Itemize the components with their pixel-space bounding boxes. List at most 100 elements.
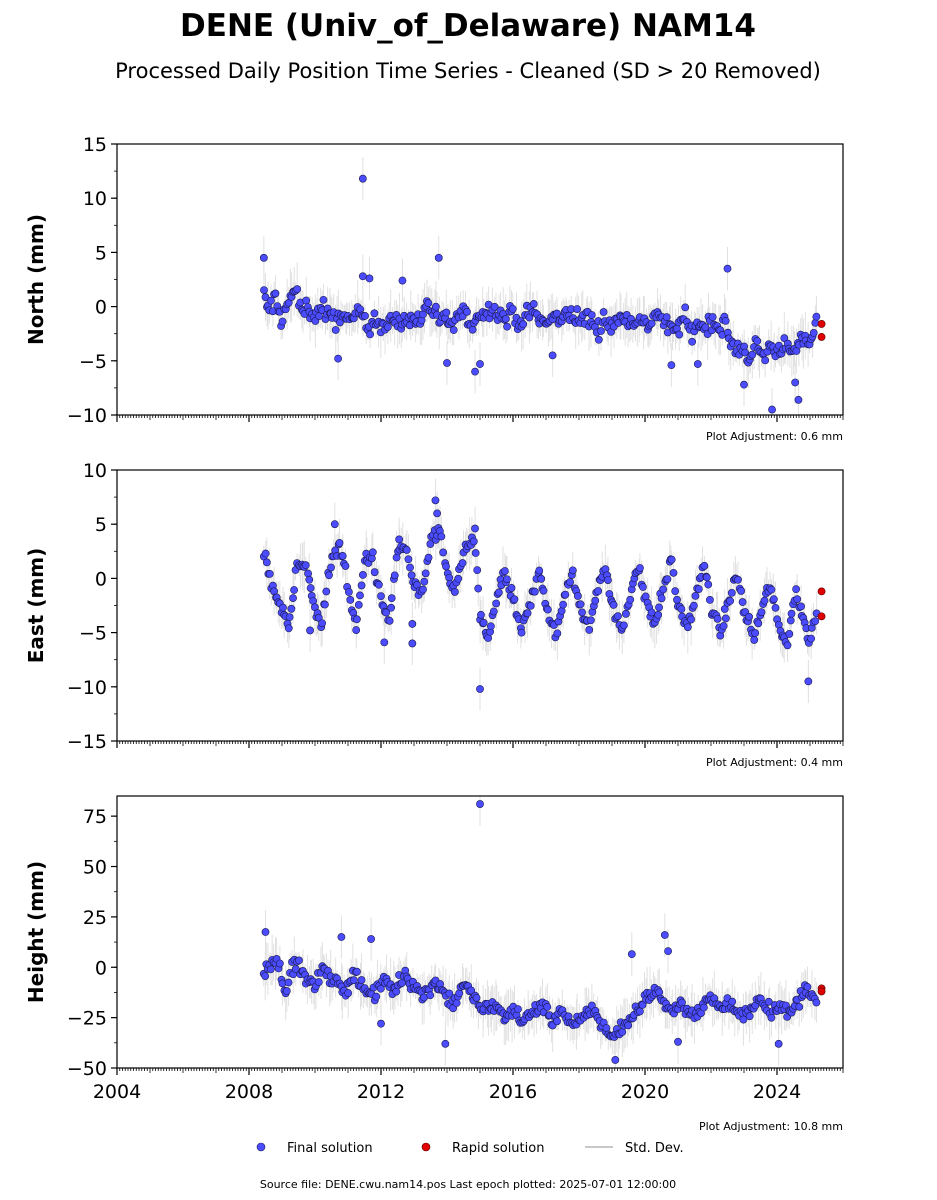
- east-outlier-point: [395, 535, 404, 544]
- height-final-point: [767, 1013, 776, 1022]
- height-final-point: [602, 1024, 611, 1032]
- east-final-point: [469, 537, 478, 546]
- east-final-point: [354, 600, 363, 609]
- east-final-point: [406, 563, 414, 572]
- height-ytick-label: 75: [83, 806, 107, 828]
- north-final-point: [701, 323, 710, 332]
- height-final-point: [282, 987, 291, 995]
- north-final-point: [319, 295, 328, 304]
- east-final-point: [568, 566, 577, 575]
- east-final-point: [539, 586, 548, 595]
- east-rapid-point: [817, 612, 826, 621]
- east-final-point: [667, 555, 676, 564]
- north-outlier-point: [471, 367, 479, 376]
- height-xtick-label: 2020: [621, 1081, 669, 1103]
- east-final-point: [677, 605, 686, 613]
- height-final-point: [764, 997, 773, 1006]
- north-final-point: [383, 323, 392, 331]
- north-final-point: [812, 312, 821, 321]
- east-final-point: [426, 540, 435, 548]
- east-final-point: [486, 622, 495, 631]
- east-final-point: [566, 578, 575, 586]
- north-final-point: [780, 334, 789, 343]
- east-outlier-point: [330, 520, 339, 529]
- east-final-point: [702, 573, 711, 582]
- north-outlier-point: [443, 359, 451, 367]
- panel-east: −15 −10 −5 0 5 10 East (mm) Plot Adjustment: 0.…: [24, 460, 844, 769]
- height-plot-area: [259, 796, 826, 1068]
- north-final-point: [370, 309, 379, 318]
- east-final-point: [669, 568, 678, 577]
- east-final-point: [510, 595, 519, 604]
- height-rapid-point: [817, 987, 826, 996]
- north-final-point: [419, 310, 427, 319]
- east-final-point: [576, 600, 585, 609]
- east-final-point: [402, 546, 411, 554]
- height-xtick-label: 2004: [93, 1081, 141, 1103]
- height-final-point: [372, 992, 381, 1001]
- east-final-point: [424, 553, 433, 562]
- east-final-point: [382, 608, 391, 617]
- east-final-point: [390, 571, 399, 580]
- east-final-point: [657, 594, 666, 603]
- east-final-point: [769, 595, 778, 604]
- figure-title: DENE (Univ_of_Delaware) NAM14: [180, 8, 756, 44]
- north-outlier-point: [365, 274, 374, 283]
- height-final-point: [514, 1005, 522, 1014]
- height-final-point: [553, 1017, 561, 1026]
- east-final-point: [279, 603, 287, 612]
- east-final-point: [420, 577, 429, 586]
- height-final-point: [452, 999, 461, 1007]
- north-final-point: [260, 286, 268, 294]
- north-final-point: [490, 302, 499, 311]
- east-final-point: [318, 619, 326, 628]
- east-final-point: [694, 585, 703, 593]
- east-final-point: [356, 591, 364, 600]
- north-outlier-point: [693, 360, 702, 368]
- height-final-point: [284, 978, 293, 987]
- east-final-point: [375, 580, 383, 589]
- east-final-point: [807, 634, 816, 643]
- height-final-point: [618, 1028, 627, 1036]
- north-final-point: [519, 320, 528, 329]
- north-rapid-point: [817, 320, 826, 328]
- east-final-point: [335, 539, 344, 547]
- north-final-point: [366, 330, 374, 339]
- north-final-point: [753, 337, 762, 345]
- east-final-point: [407, 571, 416, 580]
- north-outlier-point: [667, 361, 676, 370]
- north-final-point: [587, 311, 596, 319]
- east-final-point: [792, 585, 801, 594]
- east-final-point: [793, 595, 802, 604]
- east-final-point: [537, 574, 546, 583]
- height-final-point: [266, 965, 275, 974]
- height-outlier-point: [674, 1037, 682, 1046]
- east-final-points: [259, 496, 821, 693]
- height-final-point: [728, 997, 737, 1006]
- height-ytick-label: 25: [83, 907, 107, 929]
- height-final-point: [472, 993, 481, 1002]
- north-final-point: [432, 302, 440, 311]
- east-final-point: [368, 548, 377, 557]
- height-final-point: [344, 989, 353, 997]
- north-final-point: [315, 312, 323, 320]
- east-final-point: [404, 555, 413, 564]
- height-outlier-point: [441, 1039, 450, 1048]
- east-final-point: [439, 548, 448, 557]
- east-final-point: [561, 590, 570, 599]
- east-final-point: [531, 587, 539, 596]
- east-final-point: [573, 592, 582, 600]
- height-final-point: [739, 1015, 748, 1024]
- height-outlier-point: [476, 800, 484, 808]
- north-plot-area: [259, 157, 826, 415]
- east-outlier-point: [804, 677, 813, 686]
- east-final-point: [654, 611, 663, 619]
- north-final-point: [508, 304, 517, 313]
- height-xtick-label: 2024: [753, 1081, 801, 1103]
- east-final-point: [503, 575, 511, 584]
- east-plot-adjustment: Plot Adjustment: 0.4 mm: [706, 756, 843, 769]
- north-final-point: [594, 335, 603, 344]
- east-final-point: [734, 575, 742, 584]
- east-final-point: [359, 571, 367, 579]
- east-final-point: [385, 616, 394, 625]
